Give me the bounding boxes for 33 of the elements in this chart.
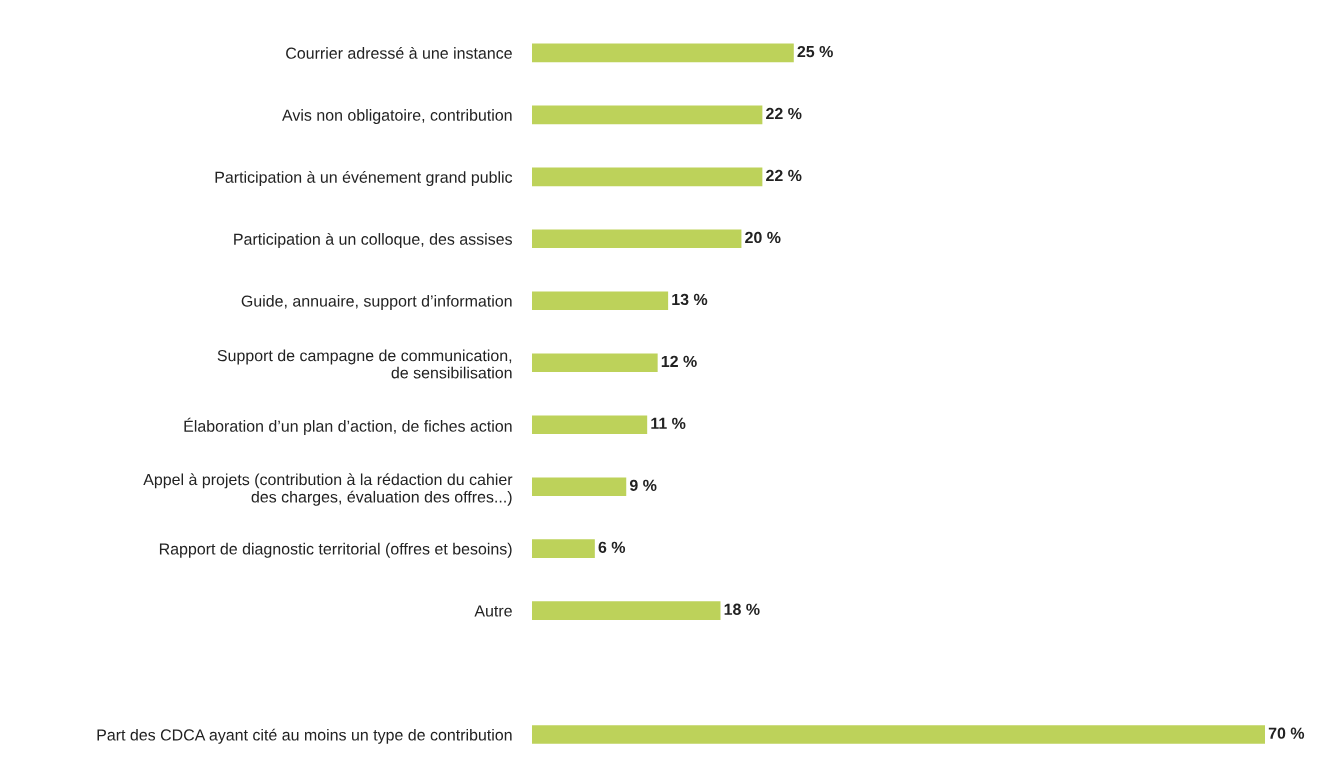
bar (532, 725, 1265, 744)
y-tick-label: Appel à projets (contribution à la rédaction du cahier des charges, évaluation des offres...) (143, 473, 513, 506)
bar (532, 167, 763, 187)
bar (532, 415, 648, 435)
y-tick-label: Participation à un colloque, des assises (234, 232, 512, 249)
bar (532, 229, 742, 249)
y-tick-label: Rapport de diagnostic territorial (offres et besoins) (159, 542, 512, 558)
y-tick-label: Courrier adressé à une instance (286, 46, 512, 59)
bar (532, 43, 794, 63)
y-tick-label: Autre (474, 605, 512, 617)
data-label: 22 % (766, 169, 802, 182)
y-tick-label: Participation à un événement grand public (215, 170, 513, 187)
bar (532, 291, 669, 311)
bar (532, 601, 721, 620)
data-label: 25 % (797, 45, 833, 58)
data-label: 9 % (629, 479, 657, 491)
data-label: 22 % (766, 107, 802, 120)
y-tick-label: Élaboration d’un plan d’action, de fiches action (184, 417, 512, 435)
data-label: 18 % (724, 603, 760, 615)
bar (532, 105, 763, 125)
data-label: 70 % (1268, 727, 1305, 739)
bar (532, 353, 658, 373)
bar (532, 539, 595, 558)
y-tick-label: Avis non obligatoire, contribution (282, 109, 512, 124)
bar (532, 477, 627, 496)
data-label: 20 % (745, 231, 781, 244)
y-tick-label: Support de campagne de communication, de sensibilisation (217, 349, 512, 379)
y-tick-label: Part des CDCA ayant cité au moins un type de contribution (97, 728, 512, 744)
data-label: 6 % (598, 541, 626, 553)
y-tick-label: Guide, annuaire, support d’information (241, 295, 512, 310)
data-label: 13 % (672, 293, 708, 306)
data-label: 12 % (661, 355, 697, 368)
data-label: 11 % (651, 417, 686, 429)
